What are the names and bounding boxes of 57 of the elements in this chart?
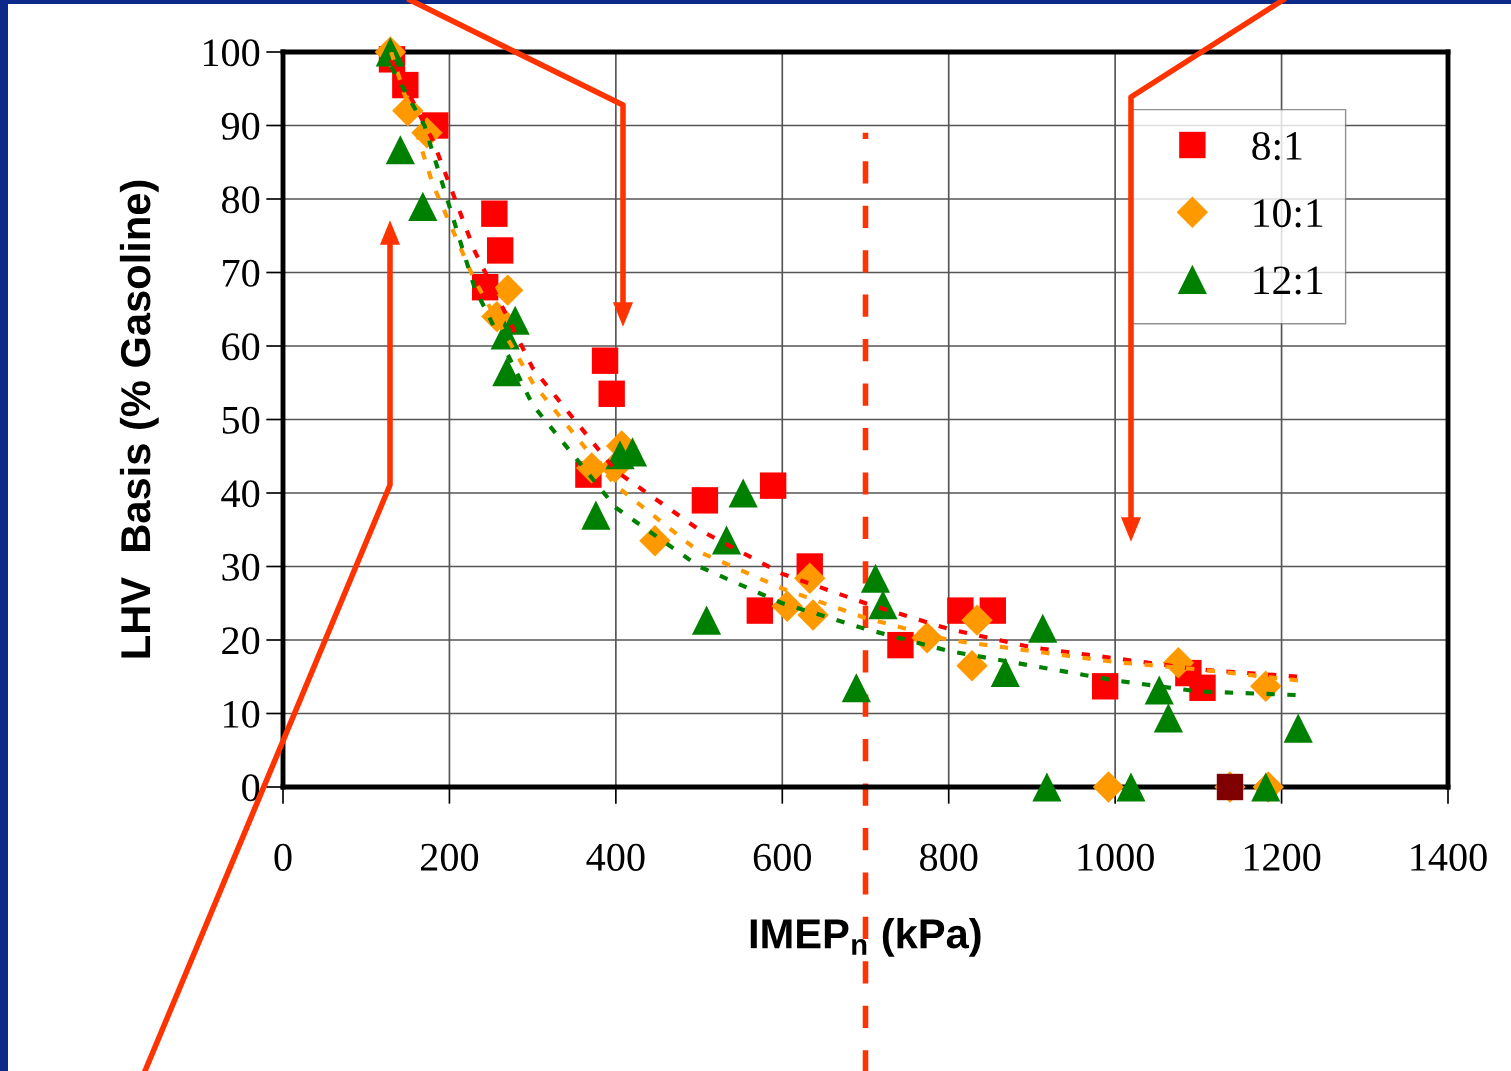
point bbox=[1091, 673, 1119, 700]
y-tick-label: 10 bbox=[224, 700, 260, 728]
point bbox=[759, 472, 787, 499]
x-tick-label: 1200 bbox=[1244, 843, 1321, 871]
point bbox=[1116, 772, 1146, 802]
x-tick-label: 600 bbox=[753, 843, 811, 871]
point bbox=[691, 487, 719, 514]
point bbox=[1144, 675, 1174, 705]
y-tick-label: 50 bbox=[222, 406, 260, 434]
point bbox=[1189, 674, 1216, 701]
point bbox=[1250, 670, 1282, 703]
point bbox=[591, 347, 619, 374]
point bbox=[481, 200, 508, 227]
x-tick-label: 400 bbox=[586, 843, 645, 871]
point bbox=[771, 590, 803, 622]
legend-label: 8:1 bbox=[1252, 131, 1302, 161]
point bbox=[961, 604, 993, 636]
legend-label: 10:1 bbox=[1254, 199, 1323, 228]
point bbox=[746, 597, 774, 624]
point bbox=[990, 657, 1020, 687]
point bbox=[868, 590, 898, 620]
x-tick-label: 800 bbox=[920, 843, 978, 871]
y-tick-label: 100 bbox=[203, 39, 260, 67]
point bbox=[728, 478, 758, 508]
x-tick-label: 0 bbox=[274, 843, 292, 871]
legend-label: 12:1 bbox=[1254, 266, 1323, 295]
y-tick-label: 40 bbox=[221, 480, 260, 508]
point bbox=[385, 135, 415, 165]
y-axis-title: LHV Basis (% Gasoline) bbox=[119, 180, 159, 658]
y-tick-label: 30 bbox=[222, 553, 260, 581]
x-tick-label: 1000 bbox=[1078, 843, 1154, 871]
y-tick-label: 70 bbox=[223, 259, 260, 287]
y-tick-label: 90 bbox=[221, 112, 260, 140]
point bbox=[887, 631, 914, 659]
point bbox=[841, 673, 871, 703]
point bbox=[794, 562, 826, 594]
point bbox=[492, 357, 522, 387]
point bbox=[581, 500, 611, 530]
point bbox=[598, 380, 625, 407]
point bbox=[711, 525, 742, 555]
point bbox=[1092, 771, 1125, 803]
point bbox=[486, 237, 514, 264]
point bbox=[956, 650, 988, 682]
point bbox=[860, 563, 891, 593]
y-tick-label: 0 bbox=[242, 774, 260, 802]
point bbox=[1153, 703, 1183, 733]
point bbox=[408, 191, 438, 221]
y-tick-label: 60 bbox=[222, 333, 260, 361]
x-tick-label: 200 bbox=[420, 843, 479, 871]
point bbox=[1028, 613, 1058, 643]
y-tick-label: 20 bbox=[222, 627, 260, 655]
y-tick-label: 80 bbox=[222, 186, 260, 214]
x-axis-title: IMEP$_{n}$ (kPa) bbox=[750, 917, 981, 957]
point bbox=[1283, 713, 1313, 743]
x-tick-label: 1400 bbox=[1411, 843, 1487, 871]
point bbox=[691, 605, 722, 635]
point bbox=[1032, 772, 1062, 802]
